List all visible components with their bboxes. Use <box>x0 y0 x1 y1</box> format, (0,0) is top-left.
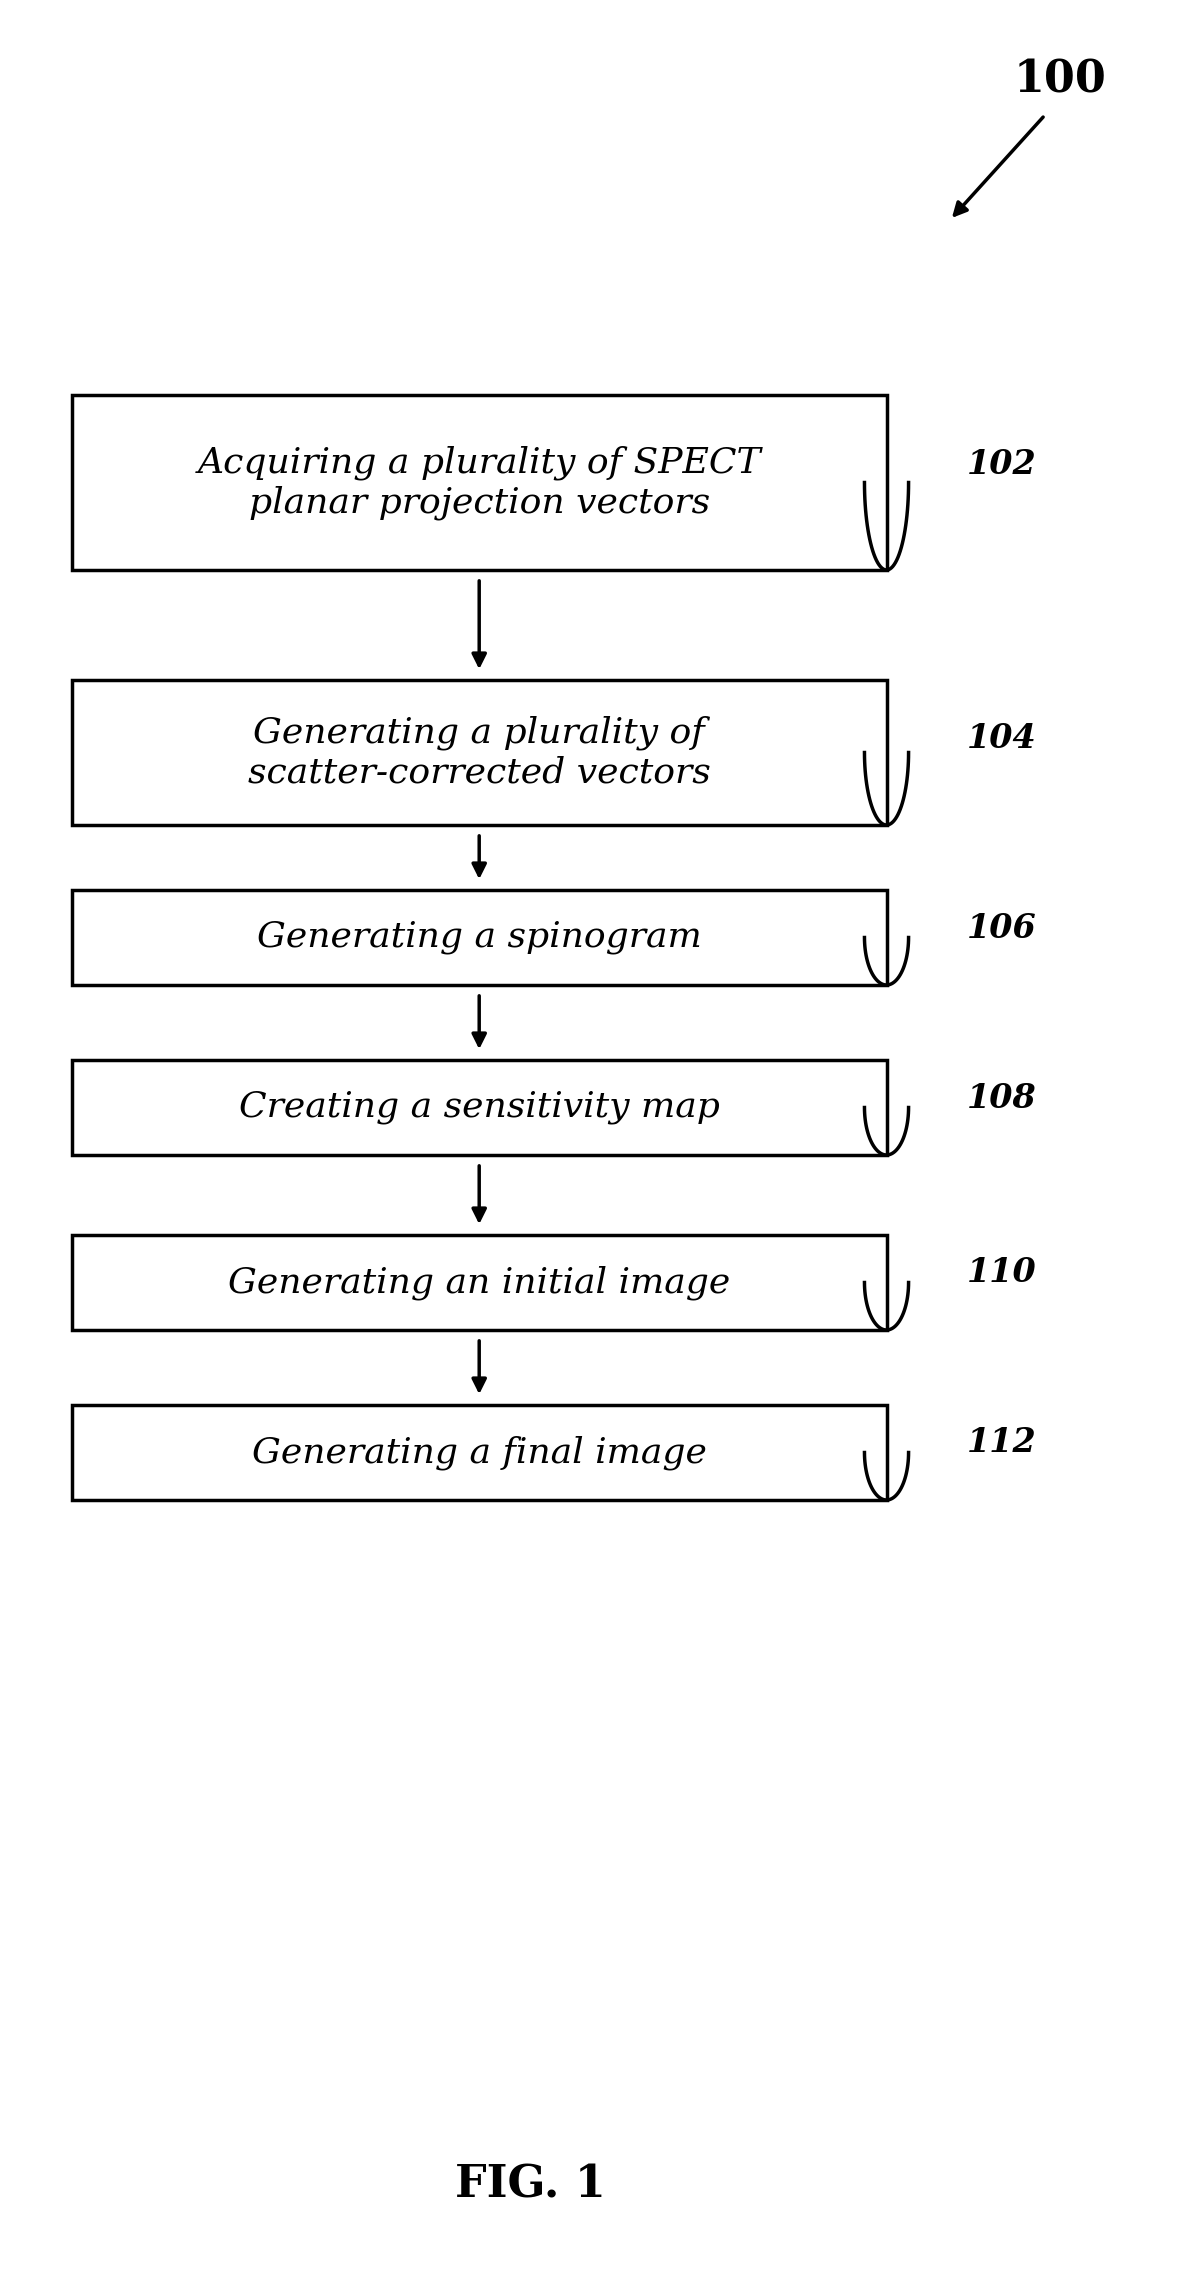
Bar <box>72 394 887 570</box>
Text: FIG. 1: FIG. 1 <box>454 2164 605 2208</box>
Text: Generating a final image: Generating a final image <box>252 1436 707 1470</box>
Text: Acquiring a plurality of SPECT
planar projection vectors: Acquiring a plurality of SPECT planar pr… <box>198 444 761 520</box>
Text: 102: 102 <box>967 449 1036 481</box>
Text: 100: 100 <box>1014 60 1107 101</box>
Bar <box>72 1060 887 1154</box>
Text: 108: 108 <box>967 1081 1036 1115</box>
Text: 106: 106 <box>967 911 1036 943</box>
Text: Generating a spinogram: Generating a spinogram <box>256 921 702 955</box>
Text: Generating an initial image: Generating an initial image <box>228 1266 731 1301</box>
Bar <box>72 1234 887 1330</box>
Text: 104: 104 <box>967 721 1036 753</box>
Bar <box>72 680 887 824</box>
Bar <box>72 1406 887 1500</box>
Bar <box>72 891 887 985</box>
Text: Creating a sensitivity map: Creating a sensitivity map <box>238 1090 720 1124</box>
Text: Generating a plurality of
scatter-corrected vectors: Generating a plurality of scatter-correc… <box>248 714 710 790</box>
Text: 112: 112 <box>967 1427 1036 1459</box>
Text: 110: 110 <box>967 1257 1036 1289</box>
